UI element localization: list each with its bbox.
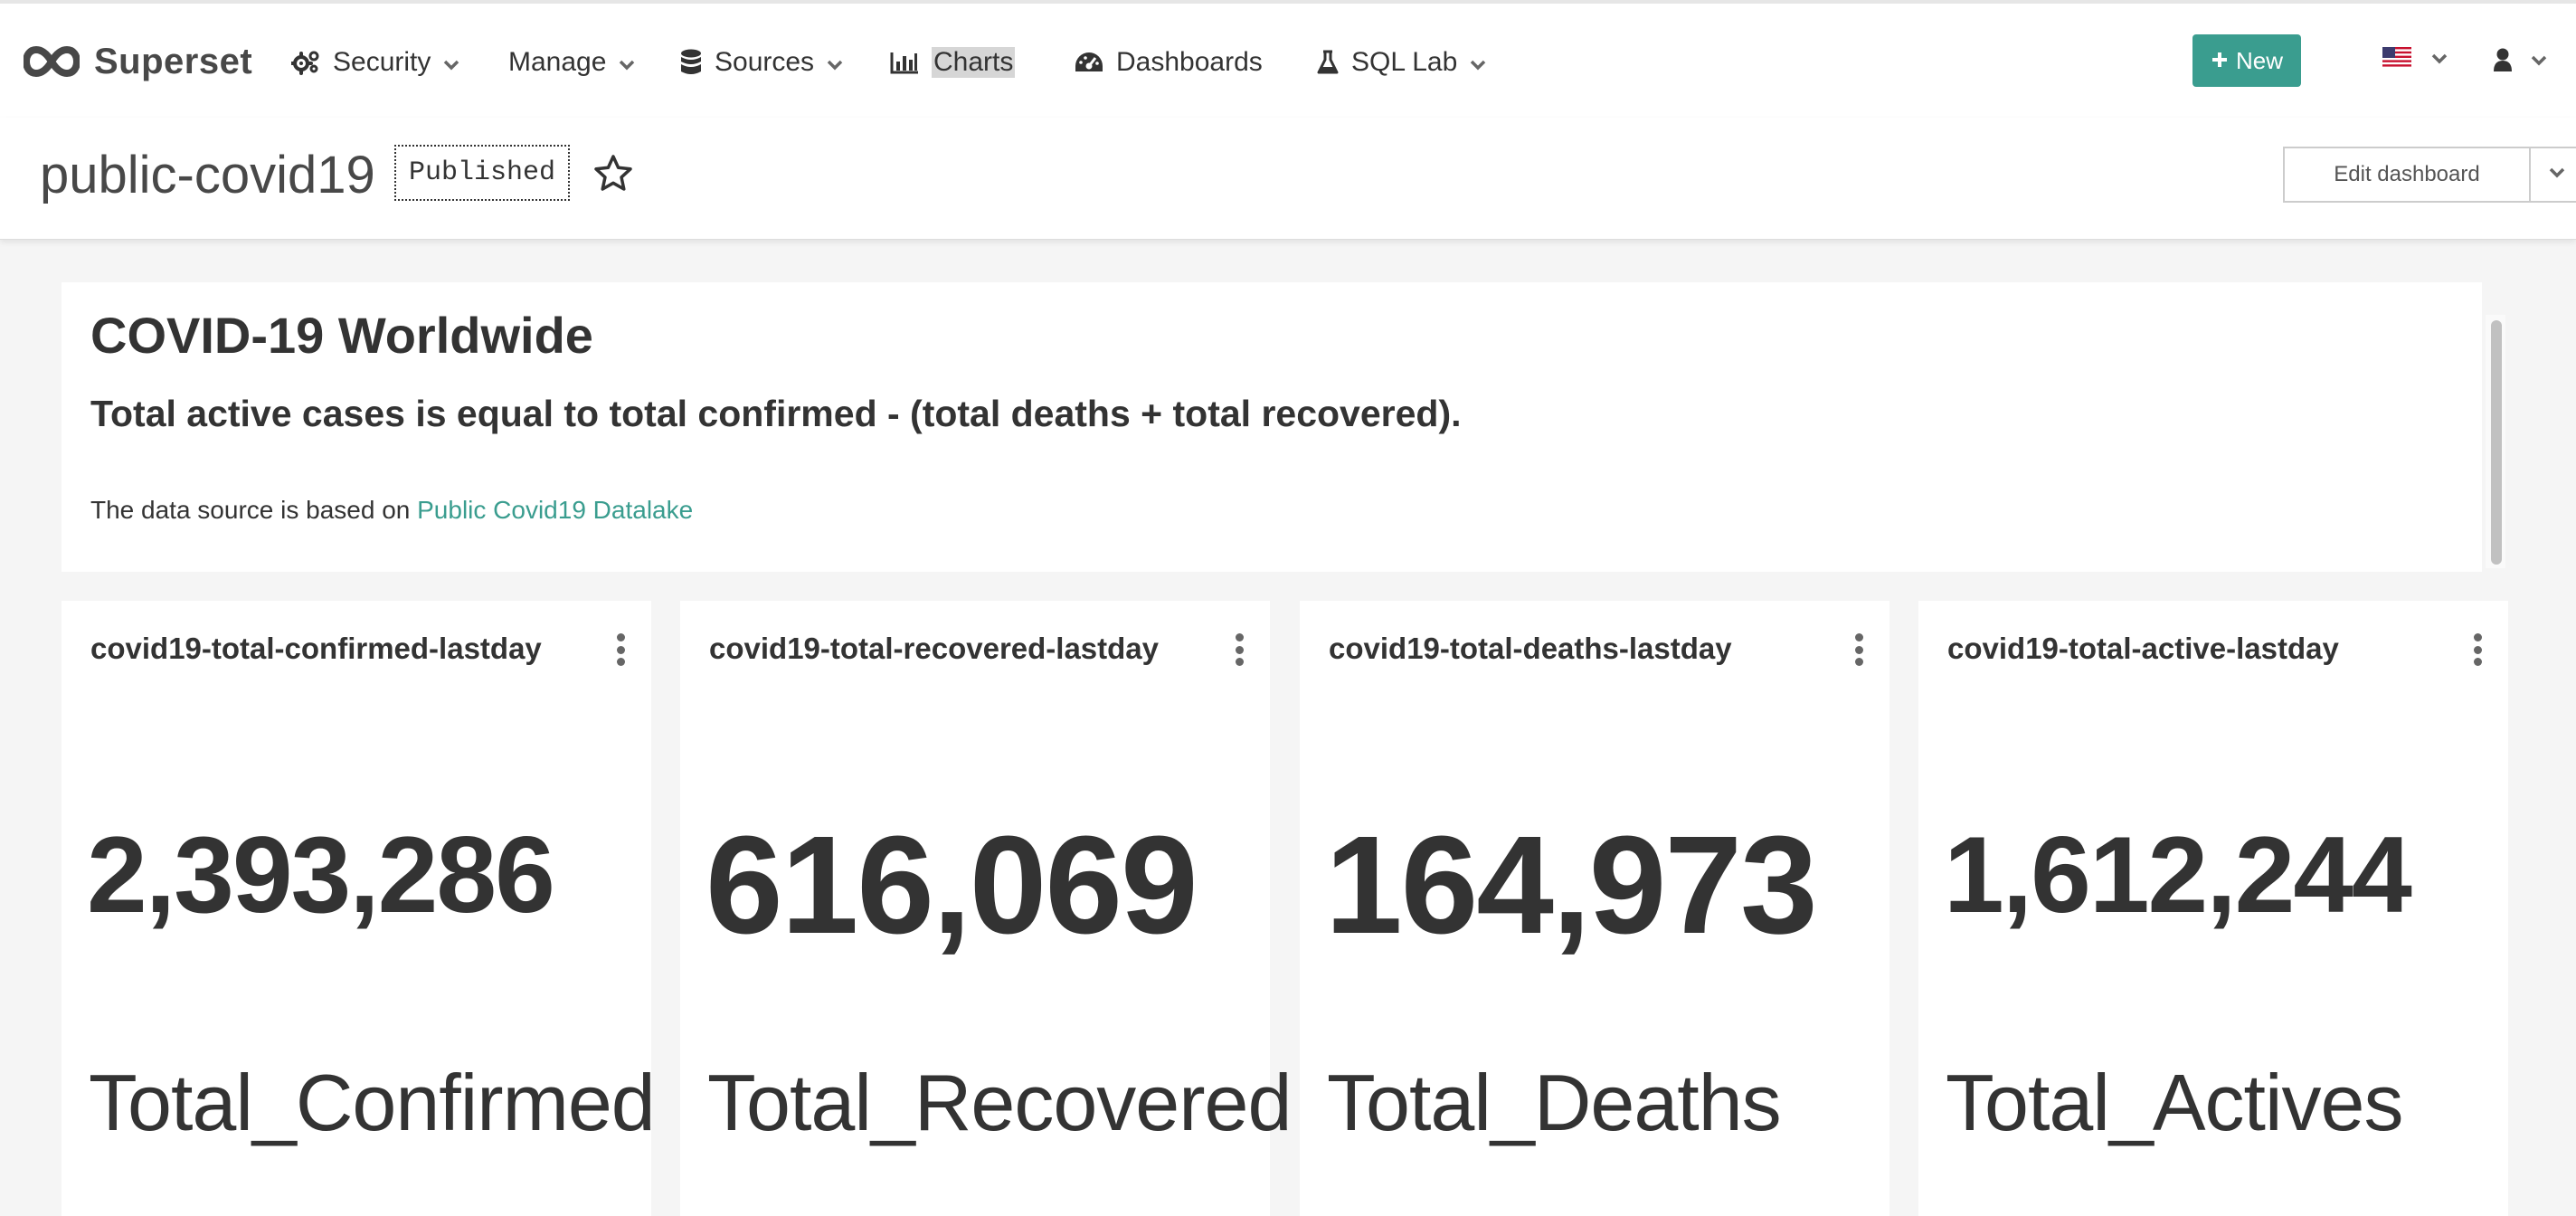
more-vertical-icon[interactable]	[611, 633, 630, 666]
chart-title[interactable]: covid19-total-recovered-lastday	[709, 632, 1160, 665]
cogs-icon	[291, 50, 320, 75]
chevron-down-icon	[827, 60, 843, 71]
chevron-down-icon	[2549, 166, 2565, 183]
user-icon	[2493, 47, 2513, 77]
markdown-source-text: The data source is based on Public Covid…	[90, 496, 693, 525]
nav-dashboards-link[interactable]: Dashboards	[1075, 40, 1263, 85]
edit-dashboard-button[interactable]: Edit dashboard	[2283, 147, 2531, 203]
more-vertical-icon[interactable]	[1230, 633, 1248, 666]
big-number-label: Total_Recovered	[707, 1058, 1292, 1147]
bar-chart-icon	[890, 51, 919, 74]
chevron-down-icon	[2431, 52, 2448, 69]
new-button[interactable]: New	[2192, 34, 2301, 87]
top-navbar: Superset Security Manage	[0, 0, 2576, 118]
nav-security-menu[interactable]: Security	[291, 40, 459, 85]
big-number-label: Total_Deaths	[1327, 1058, 1782, 1147]
us-flag-icon	[2382, 47, 2411, 73]
nav-sources-label: Sources	[715, 47, 815, 77]
user-menu[interactable]	[2493, 47, 2547, 77]
markdown-subheading: Total active cases is equal to total con…	[90, 393, 1462, 434]
big-number-label: Total_Actives	[1946, 1058, 2403, 1147]
superset-logo[interactable]: Superset	[24, 38, 252, 85]
nav-security-label: Security	[333, 47, 431, 77]
nav-dashboards-label: Dashboards	[1116, 47, 1263, 77]
nav-sqllab-label: SQL Lab	[1351, 47, 1458, 77]
big-number-card-recovered: covid19-total-recovered-lastday 616,069 …	[680, 601, 1292, 1216]
big-number-card-active: covid19-total-active-lastday 1,612,244 T…	[1918, 601, 2508, 1216]
chart-title[interactable]: covid19-total-confirmed-lastday	[90, 632, 542, 665]
nav-sqllab-menu[interactable]: SQL Lab	[1317, 40, 1486, 85]
superset-logo-icon	[24, 45, 80, 78]
published-status-badge[interactable]: Published	[394, 145, 571, 201]
big-number-card-confirmed: covid19-total-confirmed-lastday 2,393,28…	[62, 601, 656, 1216]
plus-icon	[2211, 47, 2229, 75]
chart-title[interactable]: covid19-total-active-lastday	[1947, 632, 2339, 665]
markdown-heading: COVID-19 Worldwide	[90, 307, 593, 364]
flask-icon	[1317, 50, 1339, 75]
nav-sources-menu[interactable]: Sources	[680, 40, 843, 85]
brand-name: Superset	[94, 41, 253, 81]
database-icon	[680, 49, 702, 76]
nav-charts-label: Charts	[932, 47, 1016, 78]
big-number-value: 1,612,244	[1944, 814, 2412, 936]
more-vertical-icon[interactable]	[2468, 633, 2486, 666]
chevron-down-icon	[619, 60, 635, 71]
chart-title[interactable]: covid19-total-deaths-lastday	[1329, 632, 1732, 665]
big-number-label: Total_Confirmed	[89, 1058, 656, 1147]
dashboard-actions-dropdown[interactable]	[2529, 147, 2576, 203]
chevron-down-icon	[1470, 60, 1486, 71]
nav-manage-label: Manage	[508, 47, 607, 77]
big-number-card-deaths: covid19-total-deaths-lastday 164,973 Tot…	[1300, 601, 1889, 1216]
dashboard-title[interactable]: public-covid19	[40, 146, 375, 204]
datalake-link[interactable]: Public Covid19 Datalake	[417, 496, 694, 524]
new-button-label: New	[2235, 46, 2283, 74]
nav-charts-link[interactable]: Charts	[890, 40, 1016, 85]
nav-manage-menu[interactable]: Manage	[508, 40, 635, 85]
language-selector[interactable]	[2382, 47, 2448, 73]
big-number-value: 616,069	[706, 807, 1198, 963]
dashboard-gauge-icon	[1075, 51, 1103, 74]
scrollbar-thumb[interactable]	[2491, 320, 2502, 565]
chevron-down-icon	[443, 60, 459, 71]
big-number-value: 2,393,286	[87, 814, 555, 936]
big-number-value: 164,973	[1325, 807, 1818, 963]
markdown-card: COVID-19 Worldwide Total active cases is…	[62, 282, 2482, 572]
source-prefix: The data source is based on	[90, 496, 418, 524]
chevron-down-icon	[2531, 54, 2547, 71]
favorite-star-icon[interactable]	[593, 154, 633, 196]
dashboard-header: public-covid19 Published Edit dashboard	[0, 118, 2576, 240]
more-vertical-icon[interactable]	[1850, 633, 1868, 666]
